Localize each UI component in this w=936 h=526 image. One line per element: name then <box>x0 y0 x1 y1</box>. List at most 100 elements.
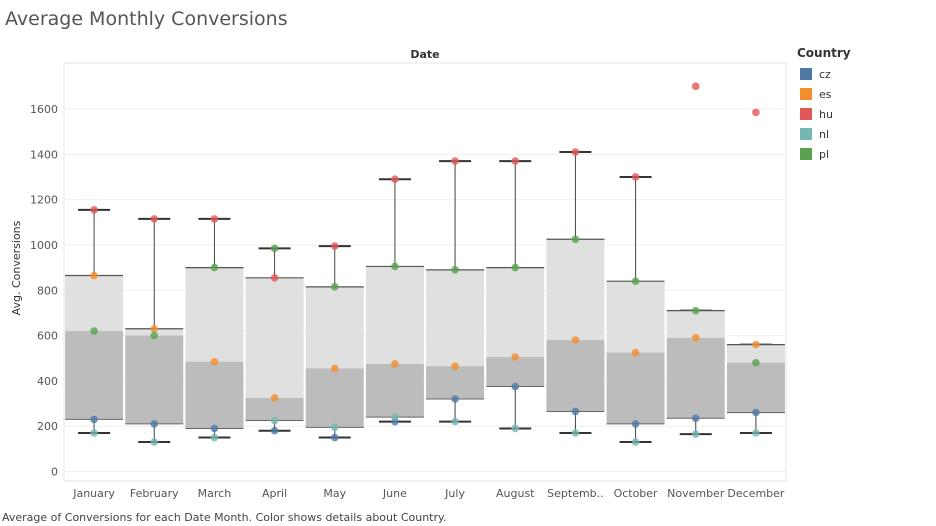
y-tick-label: 200 <box>37 420 58 433</box>
legend: Country cz es hu nl pl <box>797 46 917 164</box>
data-point-cz <box>511 382 520 391</box>
x-tick-label: July <box>444 487 465 500</box>
data-point-hu <box>631 173 640 181</box>
data-point-nl <box>150 438 159 446</box>
data-point-cz <box>330 433 339 442</box>
data-point-cz <box>691 414 700 423</box>
y-tick-label: 1600 <box>30 103 58 116</box>
box-upper <box>245 277 304 398</box>
data-point-nl <box>391 413 399 421</box>
legend-items: cz es hu nl pl <box>797 64 917 164</box>
box-lower <box>546 340 605 412</box>
legend-item-pl[interactable]: pl <box>797 144 917 164</box>
legend-title: Country <box>797 46 851 60</box>
data-point-pl <box>752 358 760 367</box>
box-lower <box>65 331 124 420</box>
data-point-nl <box>210 433 219 442</box>
data-point-es <box>631 348 640 357</box>
box-lower <box>666 337 725 419</box>
legend-label: cz <box>819 67 831 81</box>
data-point-cz <box>210 424 219 433</box>
data-point-hu <box>691 82 700 91</box>
data-point-es <box>270 394 279 402</box>
legend-swatch <box>800 108 812 120</box>
data-point-hu <box>391 175 399 184</box>
data-point-nl <box>330 423 339 432</box>
data-point-nl <box>511 424 520 433</box>
data-point-es <box>571 336 580 344</box>
data-point-nl <box>270 416 279 425</box>
y-tick-label: 1000 <box>30 239 58 252</box>
data-point-es <box>451 362 459 370</box>
data-point-pl <box>451 266 459 274</box>
box-upper <box>365 266 424 364</box>
y-tick-label: 800 <box>37 284 58 297</box>
legend-swatch <box>800 148 812 160</box>
data-point-es <box>210 357 219 366</box>
x-tick-label: April <box>262 487 287 500</box>
legend-label: nl <box>819 127 830 141</box>
x-tick-label: October <box>614 487 658 500</box>
box-upper <box>486 267 545 358</box>
data-point-pl <box>691 306 700 315</box>
box-lower <box>185 361 244 429</box>
legend-label: es <box>819 87 832 101</box>
y-tick-label: 600 <box>37 330 58 343</box>
legend-item-es[interactable]: es <box>797 84 917 104</box>
data-point-pl <box>511 263 520 272</box>
x-tick-label: March <box>198 487 232 500</box>
x-tick-label: May <box>323 487 346 500</box>
data-point-es <box>691 334 700 342</box>
data-point-hu <box>330 242 339 250</box>
legend-item-nl[interactable]: nl <box>797 124 917 144</box>
chart-caption: Average of Conversions for each Date Mon… <box>2 511 447 524</box>
data-point-cz <box>631 420 640 428</box>
data-point-hu <box>210 215 219 223</box>
x-tick-label: November <box>667 487 725 500</box>
legend-item-cz[interactable]: cz <box>797 64 917 84</box>
data-point-cz <box>752 408 760 417</box>
box-lower <box>125 335 184 424</box>
data-point-cz <box>451 395 459 403</box>
legend-label: pl <box>819 147 830 161</box>
data-point-nl <box>691 430 700 438</box>
data-point-es <box>150 324 159 333</box>
data-point-pl <box>631 277 640 285</box>
box-upper <box>726 344 785 363</box>
data-point-cz <box>270 426 279 435</box>
y-tick-label: 400 <box>37 375 58 388</box>
data-point-hu <box>451 157 459 165</box>
legend-item-hu[interactable]: hu <box>797 104 917 124</box>
y-axis-label: Avg. Conversions <box>10 220 23 315</box>
data-point-nl <box>752 429 760 437</box>
box-lower <box>606 352 665 424</box>
data-point-hu <box>752 108 760 117</box>
box-upper <box>546 239 605 341</box>
chart-title: Average Monthly Conversions <box>5 8 288 30</box>
box-upper <box>305 286 364 369</box>
box-lower <box>486 357 545 387</box>
box-upper <box>185 267 244 362</box>
data-point-nl <box>451 417 459 426</box>
box-lower <box>245 397 304 421</box>
column-header: Date <box>410 48 439 61</box>
data-point-es <box>90 271 98 280</box>
y-tick-label: 1400 <box>30 148 58 161</box>
data-point-pl <box>150 331 159 340</box>
data-point-hu <box>511 157 520 165</box>
x-tick-label: June <box>382 487 407 500</box>
data-point-es <box>330 364 339 373</box>
data-point-cz <box>571 407 580 416</box>
legend-swatch <box>800 88 812 100</box>
x-tick-label: August <box>496 487 535 500</box>
box-lower <box>305 368 364 428</box>
data-point-pl <box>330 283 339 291</box>
x-tick-label: February <box>130 487 179 500</box>
data-point-es <box>391 360 399 368</box>
data-point-hu <box>90 206 98 214</box>
data-point-nl <box>90 429 98 437</box>
data-point-nl <box>571 429 580 437</box>
x-tick-label: Septemb.. <box>547 487 604 500</box>
y-tick-label: 1200 <box>30 194 58 207</box>
